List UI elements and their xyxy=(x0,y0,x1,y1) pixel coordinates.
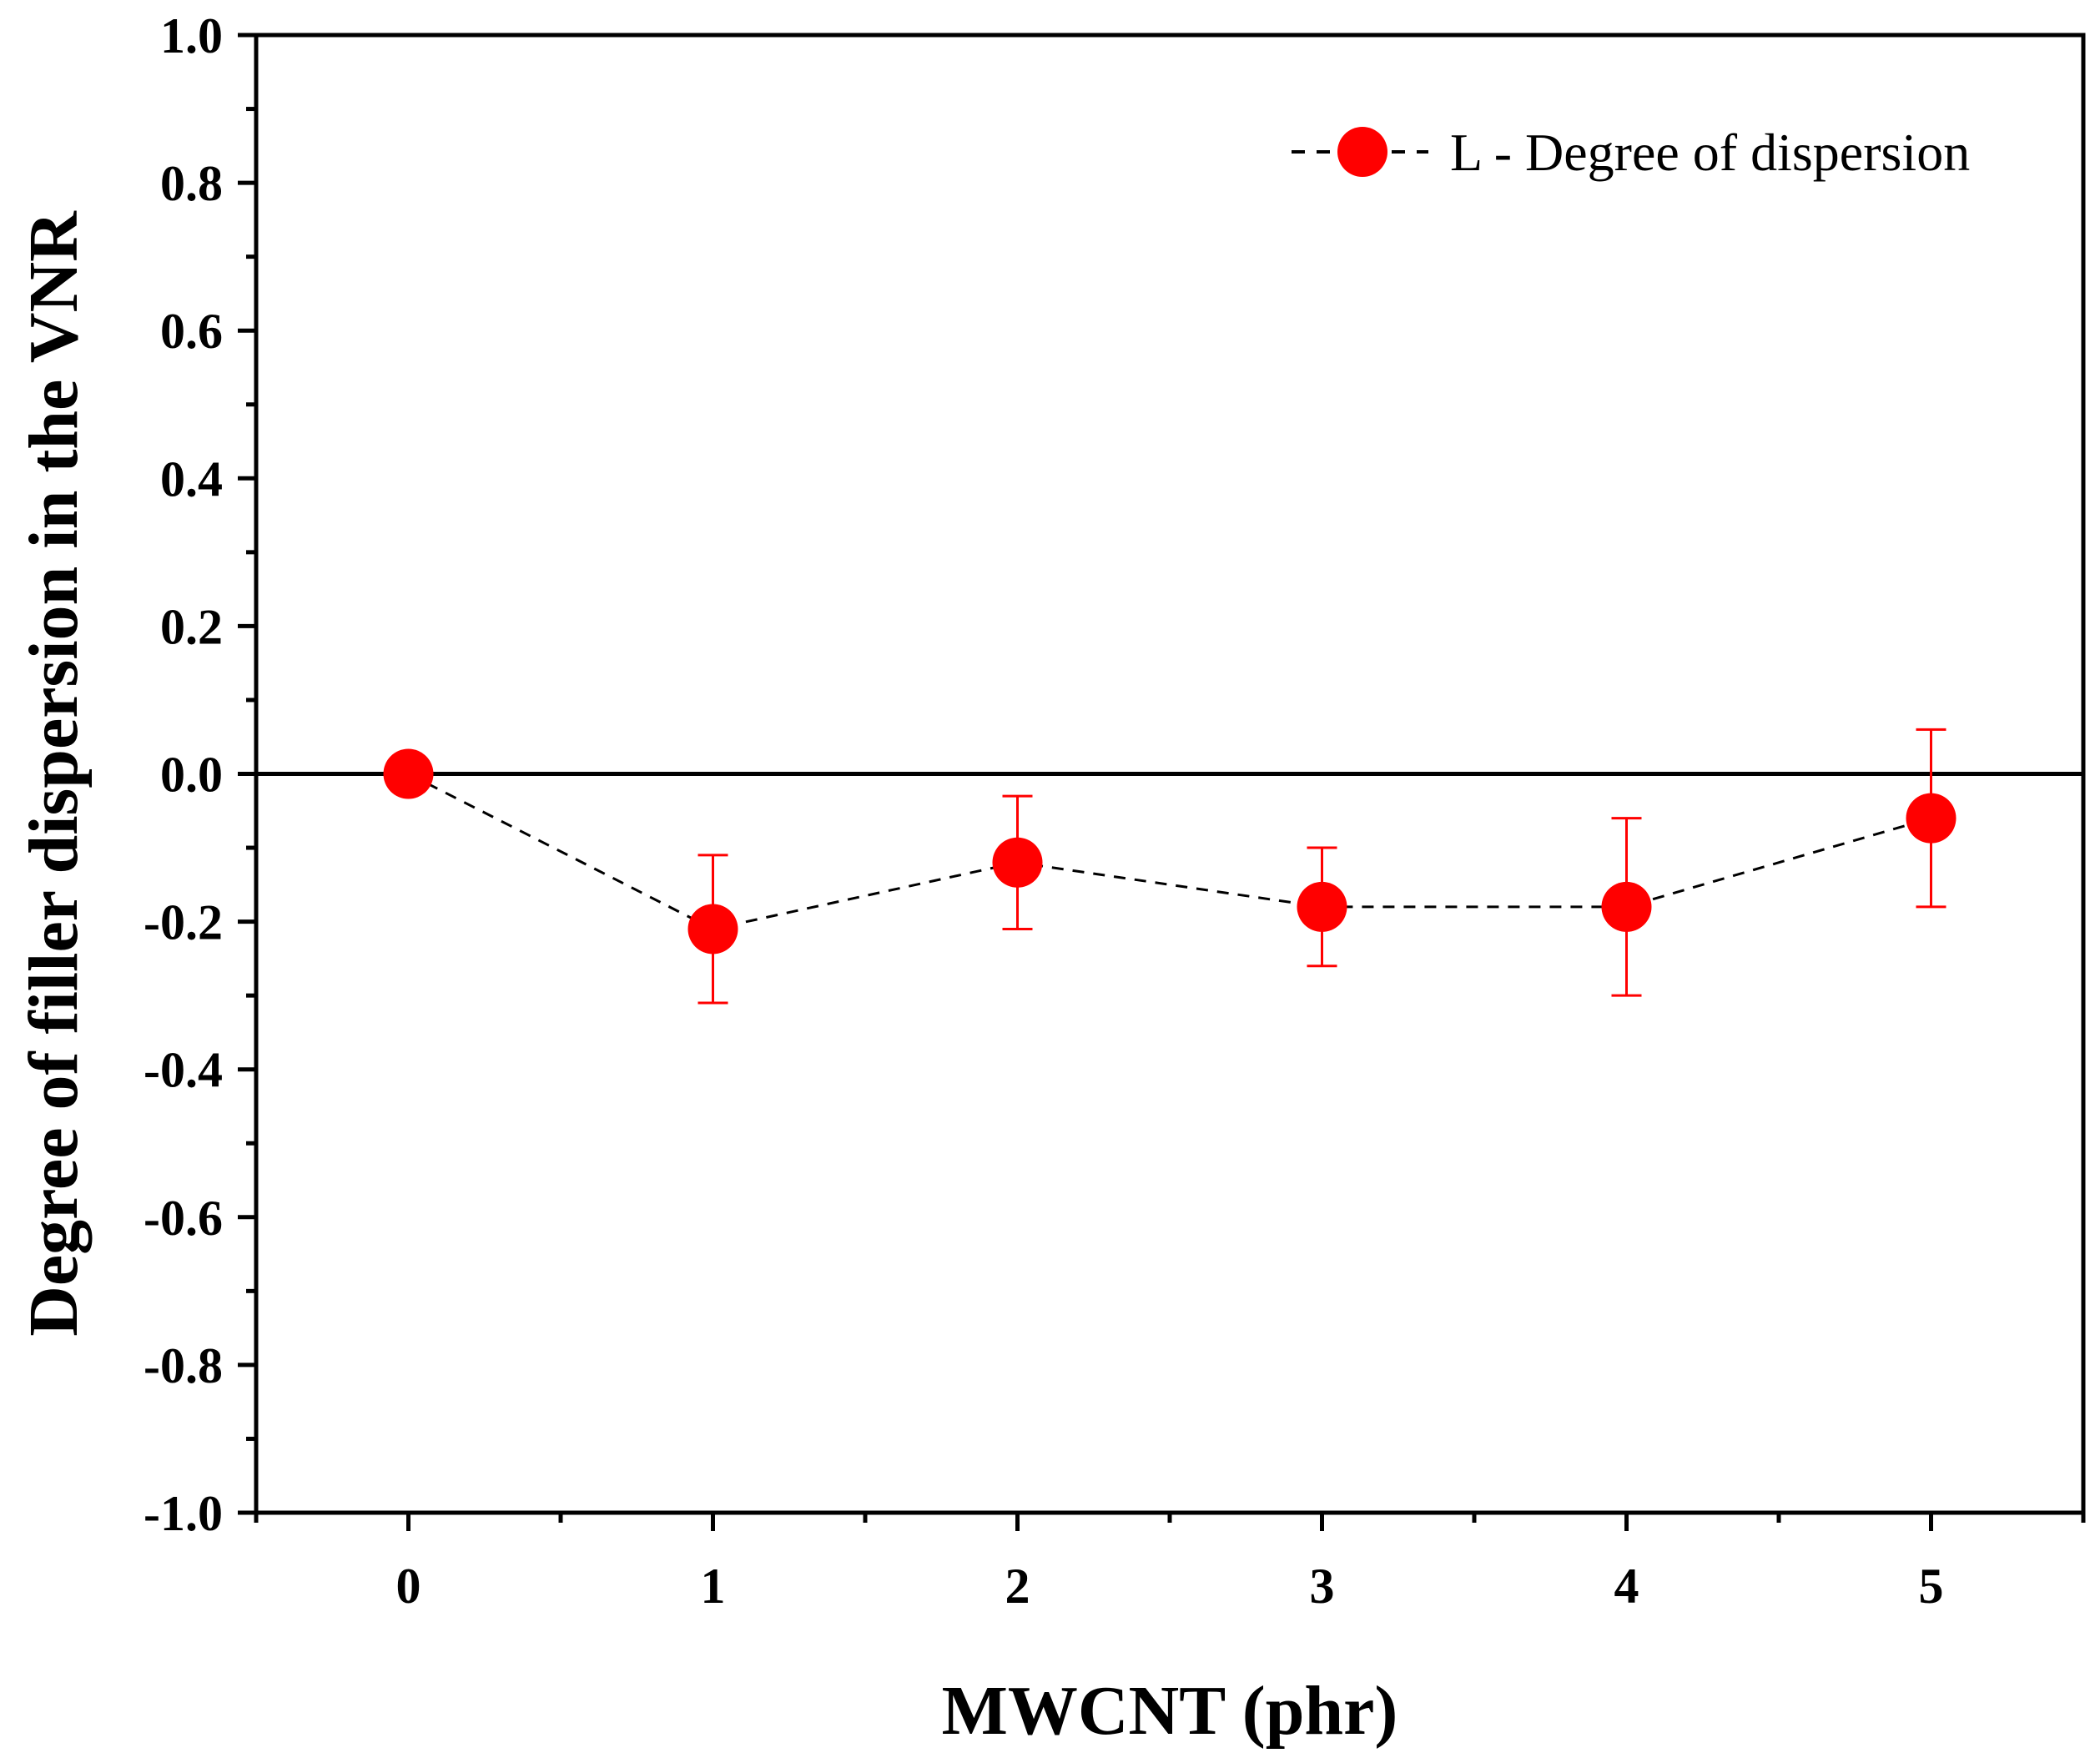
y-axis-ticks: 1.0 0.8 0.6 0.4 0.2 0.0 -0.2 -0.4 -0.6 -0.8 -1.0 xyxy=(144,8,256,1541)
y-tick-label: 0.2 xyxy=(160,599,223,654)
x-tick-label: 2 xyxy=(1005,1559,1030,1614)
x-tick-label: 4 xyxy=(1614,1559,1639,1614)
y-tick-label: -0.8 xyxy=(144,1338,223,1393)
x-tick-label: 3 xyxy=(1310,1559,1335,1614)
series-layer xyxy=(383,728,1956,1005)
x-tick-label: 5 xyxy=(1919,1559,1944,1614)
data-point xyxy=(383,748,434,799)
y-tick-label: 0.0 xyxy=(160,748,223,803)
y-tick-label: 0.4 xyxy=(160,451,223,506)
y-tick-label: -1.0 xyxy=(144,1486,223,1541)
data-point xyxy=(1601,881,1652,932)
data-point xyxy=(992,837,1043,888)
y-tick-label: -0.4 xyxy=(144,1043,223,1098)
x-axis-ticks: 0 1 2 3 4 5 xyxy=(254,1513,2086,1614)
data-point xyxy=(1906,793,1956,844)
y-tick-label: -0.2 xyxy=(144,895,223,950)
x-tick-label: 1 xyxy=(701,1559,726,1614)
legend: L - Degree of dispersion xyxy=(1292,123,1970,182)
data-point xyxy=(1297,881,1347,932)
y-tick-label: -0.6 xyxy=(144,1191,223,1246)
series-line xyxy=(407,773,1931,931)
y-tick-label: 0.6 xyxy=(160,304,223,359)
x-tick-label: 0 xyxy=(396,1559,421,1614)
y-tick-label: 1.0 xyxy=(160,8,223,63)
x-axis-title: MWCNT (phr) xyxy=(942,1672,1398,1750)
y-axis-title: Degree of filler dispersion in the VNR xyxy=(15,210,93,1337)
legend-marker xyxy=(1337,127,1387,177)
data-point xyxy=(687,904,738,955)
legend-label: L - Degree of dispersion xyxy=(1450,123,1970,182)
y-tick-label: 0.8 xyxy=(160,156,223,211)
